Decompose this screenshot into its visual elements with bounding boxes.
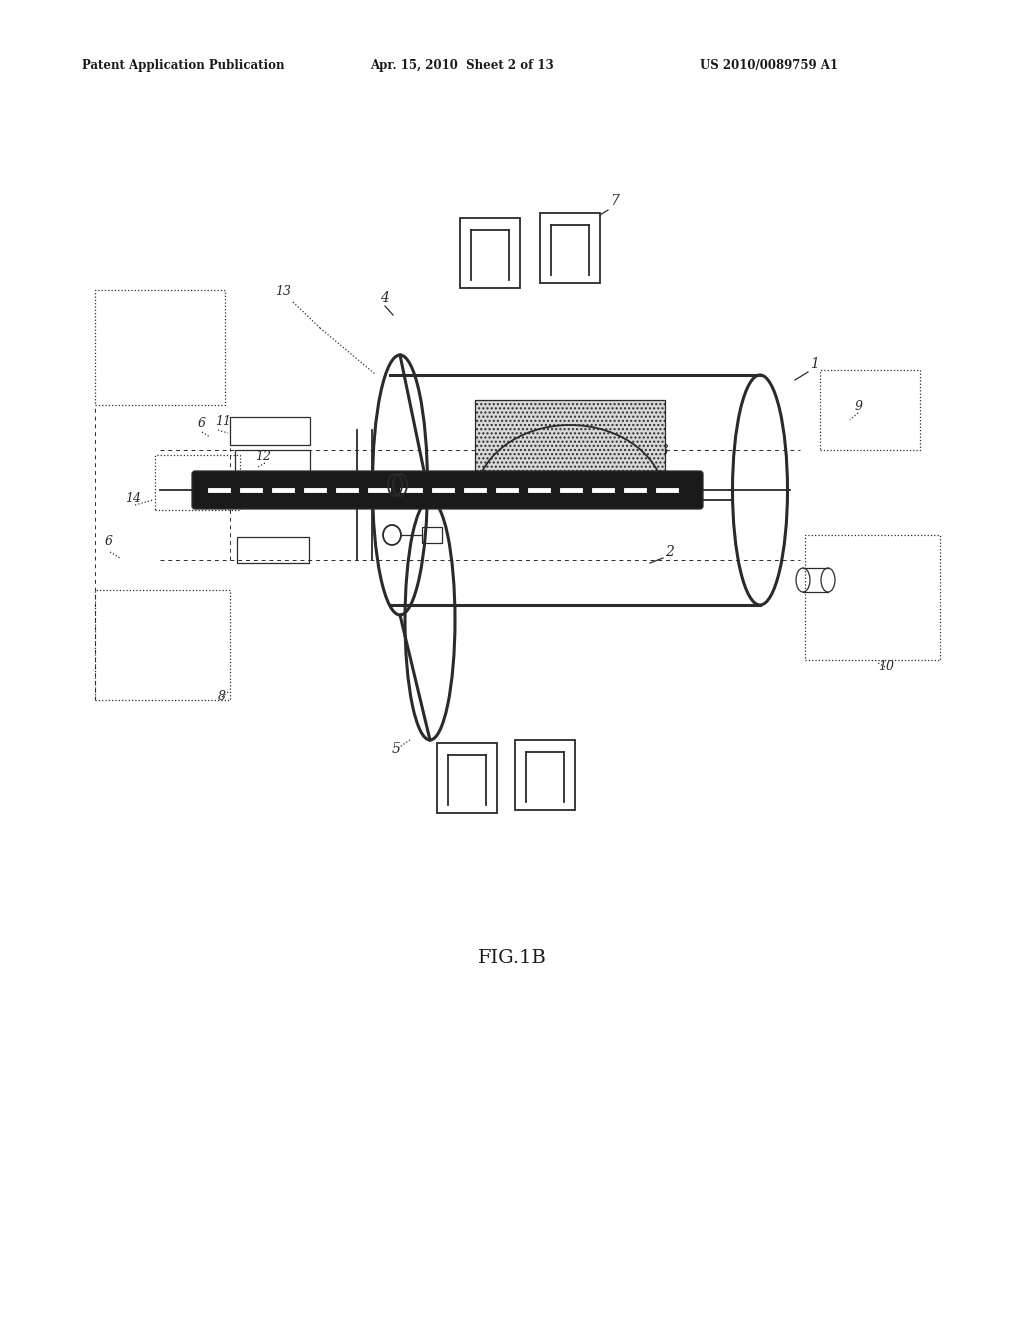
Text: 12: 12 [255,450,271,463]
Bar [475,400,665,500]
Text: 8: 8 [218,690,226,704]
Text: 1: 1 [810,356,819,371]
Text: 5: 5 [392,742,400,756]
Text: 3: 3 [660,444,669,458]
Bar [422,527,442,543]
Text: 14: 14 [125,492,141,506]
Text: Apr. 15, 2010  Sheet 2 of 13: Apr. 15, 2010 Sheet 2 of 13 [370,58,554,71]
Bar [460,218,520,288]
Text: 6: 6 [198,417,206,430]
Text: 7: 7 [610,194,618,209]
Bar [95,290,225,405]
Bar [820,370,920,450]
Text: 6: 6 [105,535,113,548]
Bar [437,743,497,813]
Text: US 2010/0089759 A1: US 2010/0089759 A1 [700,58,838,71]
Bar [230,417,310,445]
Text: 9: 9 [855,400,863,413]
Bar [155,455,240,510]
Text: 11: 11 [215,414,231,428]
Text: FIG.1B: FIG.1B [477,949,547,968]
Bar [95,590,230,700]
Bar [234,450,310,477]
Text: 10: 10 [878,660,894,673]
Text: 13: 13 [275,285,291,298]
Text: Patent Application Publication: Patent Application Publication [82,58,285,71]
Text: 2: 2 [665,545,674,558]
Bar [237,537,309,564]
Bar [540,213,600,282]
FancyBboxPatch shape [193,471,703,510]
Text: 4: 4 [380,290,389,305]
Bar [805,535,940,660]
Bar [515,741,575,810]
